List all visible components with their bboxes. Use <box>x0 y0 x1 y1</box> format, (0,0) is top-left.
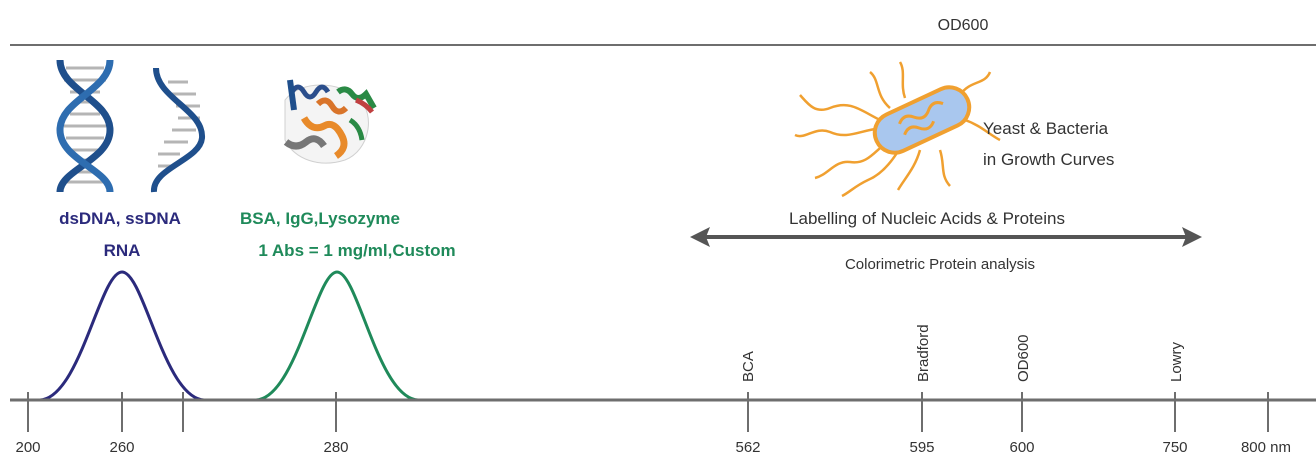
axis-ticks <box>27 392 1269 432</box>
nucleic-acid-peak <box>39 270 205 402</box>
marker-od600: OD600 <box>1015 334 1032 382</box>
growth-curves-label: in Growth Curves <box>983 150 1114 169</box>
rna-strand-icon <box>151 67 205 193</box>
nucleic-acid-label: dsDNA, ssDNA <box>59 209 181 228</box>
tick-label-260: 260 <box>109 439 134 456</box>
flagellated-bacterium-icon <box>794 61 1001 198</box>
marker-bradford: Bradford <box>915 324 932 382</box>
protein-ribbon-structure-icon <box>283 79 377 164</box>
protein-label: BSA, IgG,Lysozyme <box>240 209 400 228</box>
tick-label-750: 750 <box>1162 439 1187 456</box>
range-double-arrow <box>690 227 1202 247</box>
header-title: OD600 <box>938 17 989 34</box>
tick-label-280: 280 <box>323 439 348 456</box>
marker-bca: BCA <box>740 351 757 382</box>
protein-peak <box>255 270 419 402</box>
tick-label-562: 562 <box>735 439 760 456</box>
marker-lowry: Lowry <box>1168 341 1185 382</box>
tick-label-200: 200 <box>15 439 40 456</box>
colorimetric-range-label: Colorimetric Protein analysis <box>845 256 1035 273</box>
tick-label-800: 800 nm <box>1241 439 1291 456</box>
nucleic-acid-label-rna: RNA <box>104 241 141 260</box>
tick-label-595: 595 <box>909 439 934 456</box>
dna-double-helix-icon <box>56 59 114 193</box>
bacteria-label: Yeast & Bacteria <box>983 119 1109 138</box>
protein-concentration-label: 1 Abs = 1 mg/ml,Custom <box>258 241 455 260</box>
tick-label-600: 600 <box>1009 439 1034 456</box>
labelling-range-label: Labelling of Nucleic Acids & Proteins <box>789 209 1065 228</box>
